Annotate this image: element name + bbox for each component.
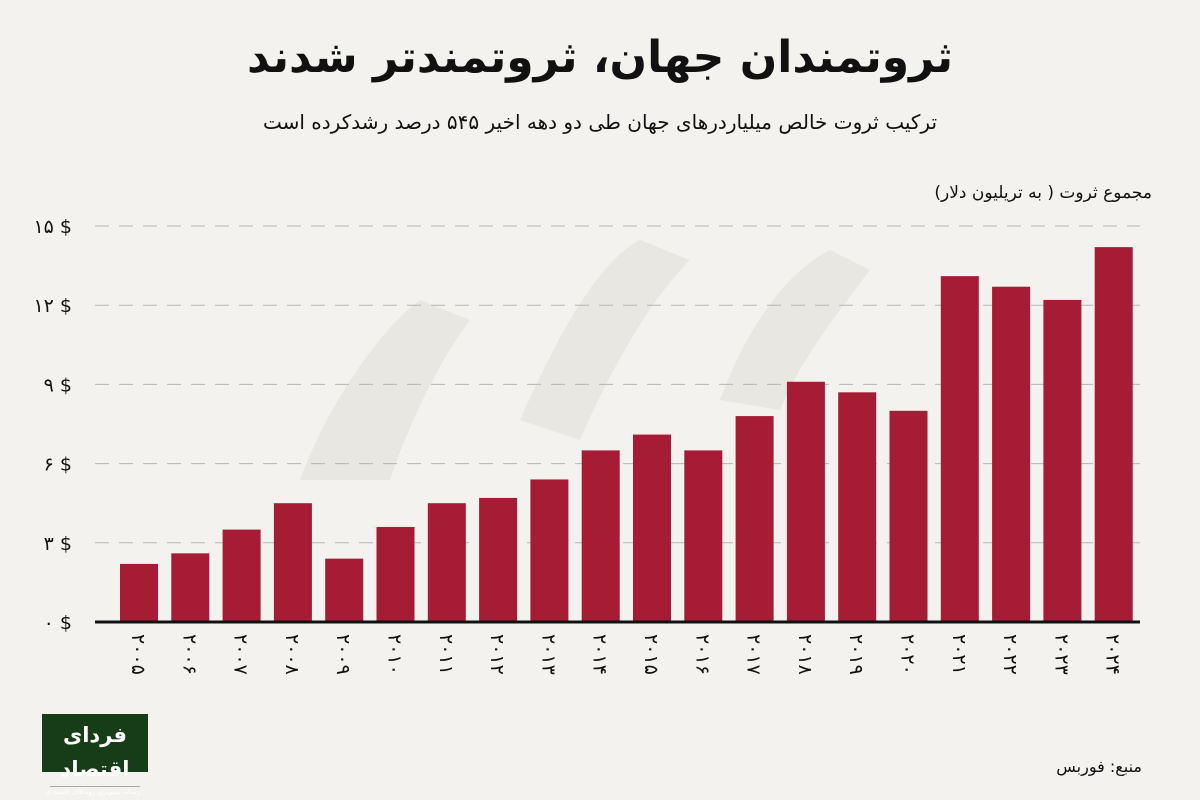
bar <box>171 553 210 622</box>
bar <box>838 392 877 622</box>
chart-subtitle: ترکیب ثروت خالص میلیاردرهای جهان طی دو د… <box>262 110 938 134</box>
bar <box>633 434 671 622</box>
bar <box>1043 299 1082 622</box>
logo-text: فردای اقتصاد <box>60 723 130 781</box>
bar <box>273 503 312 622</box>
x-tick-label: ۲۰۰۵ <box>127 634 149 675</box>
bar <box>222 529 261 622</box>
x-tick-label: ۲۰۱۸ <box>794 634 816 675</box>
bar <box>325 558 364 622</box>
y-axis-label: مجموع ثروت ( به تریلیون دلار) <box>934 183 1152 203</box>
bar <box>786 381 825 622</box>
x-tick-label: ۲۰۱۷ <box>743 634 765 675</box>
x-tick-label: ۲۰۲۳ <box>1050 634 1072 675</box>
x-tick-label: ۲۰۰۶ <box>178 634 200 675</box>
bar <box>940 276 979 622</box>
logo-tagline: رسانه تصویری روندهای اقتصادی <box>45 786 140 796</box>
x-tick-label: ۲۰۰۸ <box>281 634 303 675</box>
x-tick-label: ۲۰۰۹ <box>332 634 354 675</box>
bar <box>581 450 620 622</box>
x-tick-label: ۲۰۲۱ <box>948 634 970 675</box>
bar <box>376 526 415 622</box>
x-tick-label: ۲۰۱۳ <box>537 634 559 675</box>
x-tick-label: ۲۰۱۱ <box>435 634 457 675</box>
chart-title: ثروتمندان جهان، ثروتمندتر شدند <box>247 32 953 83</box>
x-tick-label: ۲۰۱۲ <box>486 634 508 675</box>
x-tick-label: ۲۰۱۰ <box>384 634 406 675</box>
bar <box>992 286 1031 622</box>
x-tick-label: ۲۰۲۰ <box>897 634 919 675</box>
bar <box>530 479 569 622</box>
y-tick-label: ۶ $ <box>44 454 72 476</box>
y-tick-label: ۹ $ <box>44 374 72 396</box>
x-tick-label: ۲۰۲۲ <box>999 634 1021 675</box>
watermark <box>300 240 870 480</box>
x-tick-label: ۲۰۲۴ <box>1102 634 1124 675</box>
bar <box>889 410 928 622</box>
y-tick-label: ۰ $ <box>44 612 72 634</box>
x-tick-label: ۲۰۱۵ <box>640 634 662 675</box>
x-tick-label: ۲۰۰۷ <box>230 634 252 675</box>
x-tick-label: ۲۰۱۹ <box>845 634 867 675</box>
bar <box>735 416 774 622</box>
y-tick-label: ۳ $ <box>44 533 72 555</box>
bar <box>1094 247 1133 622</box>
y-tick-label: ۱۲ $ <box>33 295 72 317</box>
x-tick-label: ۲۰۱۴ <box>589 634 611 675</box>
bar <box>427 503 466 622</box>
logo: فردای اقتصاد رسانه تصویری روندهای اقتصاد… <box>42 714 148 796</box>
bar <box>120 563 158 622</box>
y-tick-label: ۱۵ $ <box>33 216 72 238</box>
source-note: منبع: فوربس <box>1056 757 1142 776</box>
bar <box>684 450 723 622</box>
bar <box>479 497 518 622</box>
x-tick-label: ۲۰۱۶ <box>691 634 713 675</box>
